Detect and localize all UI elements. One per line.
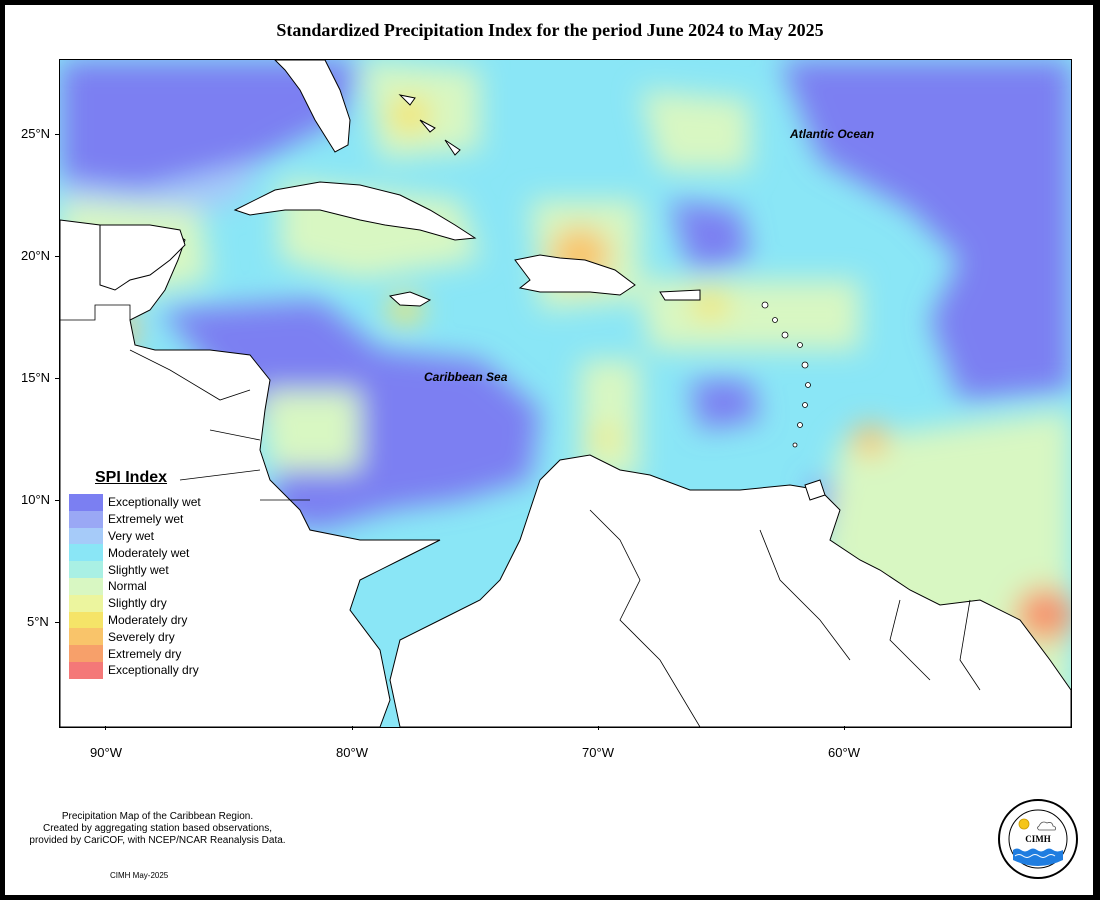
cimh-logo: CIMH xyxy=(997,798,1079,880)
land-puerto-rico xyxy=(659,289,701,301)
legend-swatch xyxy=(69,594,103,612)
credits: Precipitation Map of the Caribbean Regio… xyxy=(0,811,315,847)
dry-hotspot-aruba xyxy=(591,428,619,448)
legend-item-slightly-dry: Slightly dry xyxy=(69,594,201,612)
legend-swatch xyxy=(69,510,103,528)
lat-label-15: 15°N xyxy=(21,370,51,385)
land-florida xyxy=(274,60,351,153)
legend-item-normal: Normal xyxy=(69,577,201,595)
legend-label: Moderately dry xyxy=(108,612,188,627)
legend-swatch xyxy=(69,628,103,646)
land-bahamas-2 xyxy=(419,119,436,133)
land-hispaniola xyxy=(514,254,636,296)
land-yucatan xyxy=(99,224,186,291)
dry-hotspot-bahamas xyxy=(388,97,432,133)
lesser-antilles xyxy=(761,301,811,448)
map-title: Standardized Precipitation Index for the… xyxy=(276,20,824,40)
legend-swatch xyxy=(69,561,103,578)
land-jamaica xyxy=(388,291,432,307)
legend-item-exceptionally-wet: Exceptionally wet xyxy=(69,494,201,511)
y-tick-10 xyxy=(55,500,59,501)
y-tick-20 xyxy=(55,256,59,257)
y-tick-25 xyxy=(55,134,59,135)
legend-swatch xyxy=(69,645,103,662)
land-bahamas-1 xyxy=(398,94,416,106)
lon-label-90: 90°W xyxy=(90,745,122,760)
legend-item-extremely-wet: Extremely wet xyxy=(69,510,201,528)
lat-label-25: 25°N xyxy=(21,126,51,141)
land-trinidad xyxy=(804,479,826,501)
legend-label: Exceptionally dry xyxy=(108,663,199,678)
credits-line-3: provided by CariCOF, with NCEP/NCAR Rean… xyxy=(29,835,286,846)
legend-label: Extremely wet xyxy=(108,512,184,527)
land-south-america xyxy=(389,454,1071,727)
atlantic-ocean-label: Atlantic Ocean xyxy=(790,127,875,141)
land-central-america xyxy=(60,219,441,727)
logo-text: CIMH xyxy=(1025,834,1051,844)
legend-item-extremely-dry: Extremely dry xyxy=(69,645,201,662)
legend-item-very-wet: Very wet xyxy=(69,527,201,545)
spi-contours xyxy=(60,60,1071,727)
normal-zone-lesser xyxy=(640,280,860,350)
legend: Exceptionally wet Extremely wet Very wet… xyxy=(69,494,201,679)
legend-label: Normal xyxy=(108,579,147,594)
legend-label: Extremely dry xyxy=(108,646,182,661)
lat-label-5: 5°N xyxy=(27,614,49,629)
x-tick-80 xyxy=(352,726,353,730)
x-tick-90 xyxy=(105,726,106,730)
wet-zone-nw xyxy=(60,60,360,190)
legend-swatch xyxy=(69,527,103,545)
wet-zone-center2 xyxy=(690,380,760,430)
legend-item-moderately-dry: Moderately dry xyxy=(69,611,201,629)
legend-label: Slightly dry xyxy=(108,596,167,611)
legend-swatch xyxy=(69,577,103,595)
dry-hotspot-guiana-core xyxy=(1033,600,1057,620)
y-tick-15 xyxy=(55,378,59,379)
cloud-icon xyxy=(1037,821,1057,831)
legend-swatch xyxy=(69,494,103,511)
land xyxy=(60,60,1071,727)
legend-swatch xyxy=(69,611,103,629)
dry-hotspot-lesser xyxy=(852,424,888,456)
legend-item-exceptionally-dry: Exceptionally dry xyxy=(69,661,201,679)
legend-label: Severely dry xyxy=(108,629,175,644)
spi-map xyxy=(59,59,1072,728)
borders xyxy=(60,304,981,727)
normal-zone-strip xyxy=(580,360,640,480)
legend-item-severely-dry: Severely dry xyxy=(69,628,201,646)
legend-label: Exceptionally wet xyxy=(108,495,201,510)
normal-zone-central xyxy=(260,390,360,470)
legend-item-moderately-wet: Moderately wet xyxy=(69,544,201,562)
caribbean-sea-label: Caribbean Sea xyxy=(424,370,508,384)
legend-label: Slightly wet xyxy=(108,562,169,577)
land-bahamas-3 xyxy=(444,139,461,156)
waves-icon xyxy=(1013,848,1063,866)
cimh-date: CIMH May-2025 xyxy=(110,871,169,880)
credits-line-2: Created by aggregating station based obs… xyxy=(42,823,273,834)
sun-icon xyxy=(1018,818,1030,830)
legend-swatch xyxy=(69,661,103,679)
wet-zone-center xyxy=(670,200,750,270)
lat-label-20: 20°N xyxy=(21,248,51,263)
credits-line-1: Precipitation Map of the Caribbean Regio… xyxy=(61,811,254,822)
wet-zone-ne xyxy=(780,60,1071,400)
x-tick-70 xyxy=(598,726,599,730)
x-tick-60 xyxy=(844,726,845,730)
normal-zone-atlantic xyxy=(640,90,750,170)
y-tick-5 xyxy=(55,622,59,623)
legend-swatch xyxy=(69,544,103,562)
legend-title: SPI Index xyxy=(95,469,168,486)
lon-label-70: 70°W xyxy=(582,745,614,760)
legend-item-slightly-wet: Slightly wet xyxy=(69,561,201,578)
land-cuba xyxy=(233,181,477,241)
lon-label-60: 60°W xyxy=(828,745,860,760)
lon-label-80: 80°W xyxy=(336,745,368,760)
legend-label: Moderately wet xyxy=(108,545,190,560)
lat-label-10: 10°N xyxy=(21,492,51,507)
legend-label: Very wet xyxy=(108,528,155,543)
